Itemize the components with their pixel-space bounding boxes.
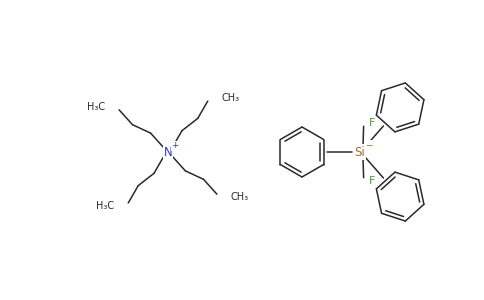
Text: F: F [368,176,375,186]
Text: CH₃: CH₃ [231,192,249,202]
Text: +: + [171,142,179,151]
Text: Si: Si [355,146,365,158]
Text: F: F [368,118,375,128]
Text: H₃C: H₃C [96,201,114,211]
Text: CH₃: CH₃ [222,93,240,103]
Text: −: − [365,140,373,149]
Text: H₃C: H₃C [87,102,105,112]
Text: N: N [164,146,172,158]
